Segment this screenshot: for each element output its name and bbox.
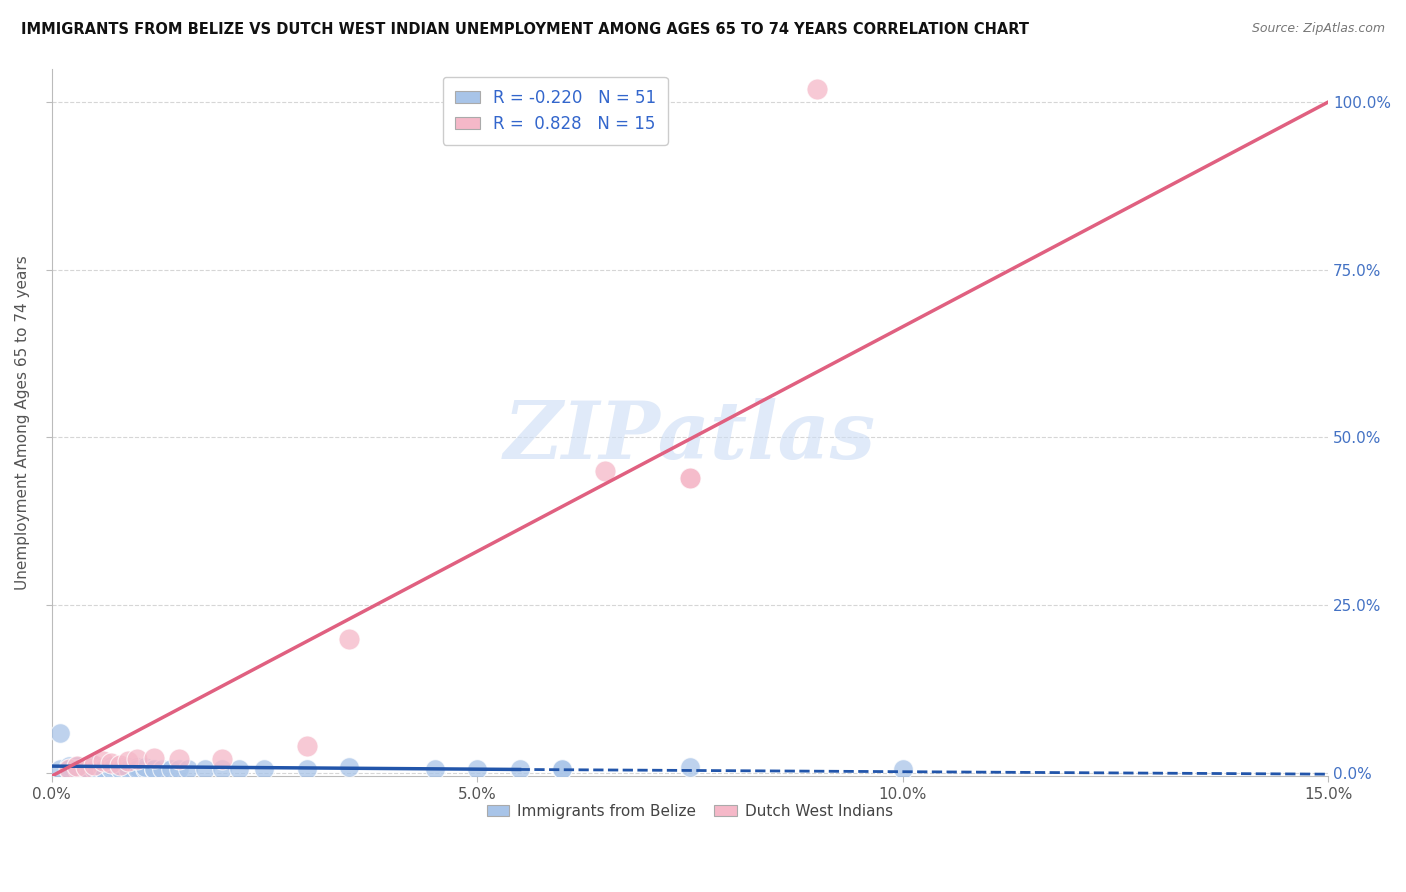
Point [75,760,97,774]
Point [167,752,190,766]
Point [159,763,181,777]
Point [58,763,80,777]
Point [108,757,131,772]
Point [228,763,250,777]
Point [91,760,114,774]
Point [117,760,139,774]
Point [134,763,156,777]
Point [58,763,80,777]
Point [891,763,914,777]
Point [108,763,131,777]
Point [83,757,105,772]
Point [66,759,89,773]
Point [423,763,446,777]
Point [117,763,139,777]
Point [679,760,702,774]
Text: Source: ZipAtlas.com: Source: ZipAtlas.com [1251,22,1385,36]
Point [100,763,122,777]
Point [66,763,89,777]
Point [142,763,165,777]
Point [134,760,156,774]
Point [83,757,105,772]
Point [100,760,122,774]
Point [194,763,217,777]
Point [253,763,276,777]
Point [211,752,233,766]
Point [125,763,148,777]
Point [91,763,114,777]
Point [108,760,131,774]
Point [150,763,173,777]
Point [91,763,114,777]
Point [806,81,828,95]
Point [551,763,574,777]
Point [83,760,105,774]
Point [465,763,488,777]
Point [551,763,574,777]
Point [117,763,139,777]
Point [75,763,97,777]
Point [83,763,105,777]
Point [108,763,131,777]
Y-axis label: Unemployment Among Ages 65 to 74 years: Unemployment Among Ages 65 to 74 years [15,255,30,590]
Point [295,739,318,753]
Point [83,763,105,777]
Point [49,763,72,777]
Point [100,756,122,770]
Point [58,759,80,773]
Point [125,763,148,777]
Point [91,754,114,768]
Point [117,754,139,768]
Point [167,763,190,777]
Point [66,760,89,774]
Point [58,763,80,777]
Point [75,760,97,774]
Point [91,763,114,777]
Point [125,760,148,774]
Point [593,464,616,478]
Point [679,471,702,485]
Point [339,760,361,774]
Point [83,763,105,777]
Point [509,763,531,777]
Text: IMMIGRANTS FROM BELIZE VS DUTCH WEST INDIAN UNEMPLOYMENT AMONG AGES 65 TO 74 YEA: IMMIGRANTS FROM BELIZE VS DUTCH WEST IND… [21,22,1029,37]
Point [75,763,97,777]
Point [100,759,122,773]
Point [142,751,165,765]
Point [339,632,361,646]
Text: ZIPatlas: ZIPatlas [503,398,876,475]
Point [66,763,89,777]
Point [100,763,122,777]
Point [75,763,97,777]
Point [176,763,198,777]
Point [295,763,318,777]
Point [125,752,148,766]
Point [49,725,72,739]
Point [142,763,165,777]
Point [211,763,233,777]
Legend: Immigrants from Belize, Dutch West Indians: Immigrants from Belize, Dutch West India… [481,798,900,825]
Point [679,471,702,485]
Point [66,759,89,773]
